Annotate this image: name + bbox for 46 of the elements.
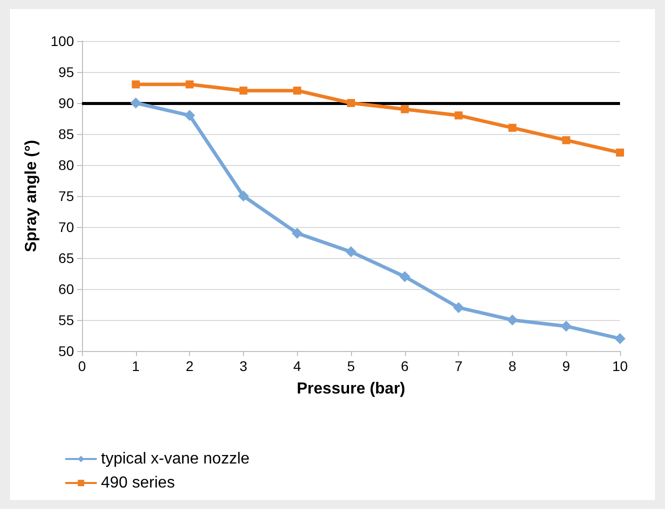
x-tick-label: 9 xyxy=(562,358,570,374)
point xyxy=(399,271,410,282)
y-tick-label: 50 xyxy=(58,343,74,359)
point xyxy=(346,246,356,258)
x-tick-label: 8 xyxy=(508,358,516,374)
point xyxy=(508,124,516,132)
y-tick-label: 75 xyxy=(58,188,74,204)
point xyxy=(560,320,572,332)
x-tick-label: 5 xyxy=(347,358,356,374)
point xyxy=(238,190,249,202)
x-tick-label: 2 xyxy=(186,358,194,374)
point xyxy=(453,302,464,314)
point xyxy=(132,80,140,88)
legend-label: typical x-vane nozzle xyxy=(101,450,250,468)
y-tick-label: 80 xyxy=(58,157,74,173)
y-tick-label: 90 xyxy=(58,95,74,111)
point xyxy=(562,136,570,144)
point xyxy=(506,314,518,326)
y-tick-label: 60 xyxy=(58,281,74,297)
point xyxy=(184,110,196,121)
point xyxy=(454,111,463,120)
point xyxy=(292,228,303,239)
x-tick-label: 7 xyxy=(454,358,463,374)
point xyxy=(239,86,248,95)
legend-label: 490 series xyxy=(101,474,175,492)
x-tick-label: 10 xyxy=(612,358,628,374)
point xyxy=(616,148,624,157)
y-tick-label: 95 xyxy=(58,64,74,80)
x-tick-label: 1 xyxy=(132,358,140,374)
point xyxy=(186,80,194,88)
y-tick-label: 100 xyxy=(50,33,74,49)
x-tick-label: 0 xyxy=(78,358,86,374)
y-tick-label: 55 xyxy=(58,312,74,328)
point xyxy=(130,98,142,108)
point xyxy=(614,333,626,344)
y-tick-label: 70 xyxy=(58,219,74,235)
y-tick-label: 65 xyxy=(58,250,74,266)
x-tick-label: 6 xyxy=(400,358,409,374)
x-tick-label: 4 xyxy=(293,358,302,374)
point xyxy=(347,99,355,107)
point xyxy=(400,105,409,114)
y-axis-title: Spray angle (°) xyxy=(23,140,40,252)
y-tick-label: 85 xyxy=(58,126,74,142)
point xyxy=(293,86,302,95)
x-axis-title: Pressure (bar) xyxy=(296,380,406,398)
x-tick-label: 3 xyxy=(240,358,248,374)
